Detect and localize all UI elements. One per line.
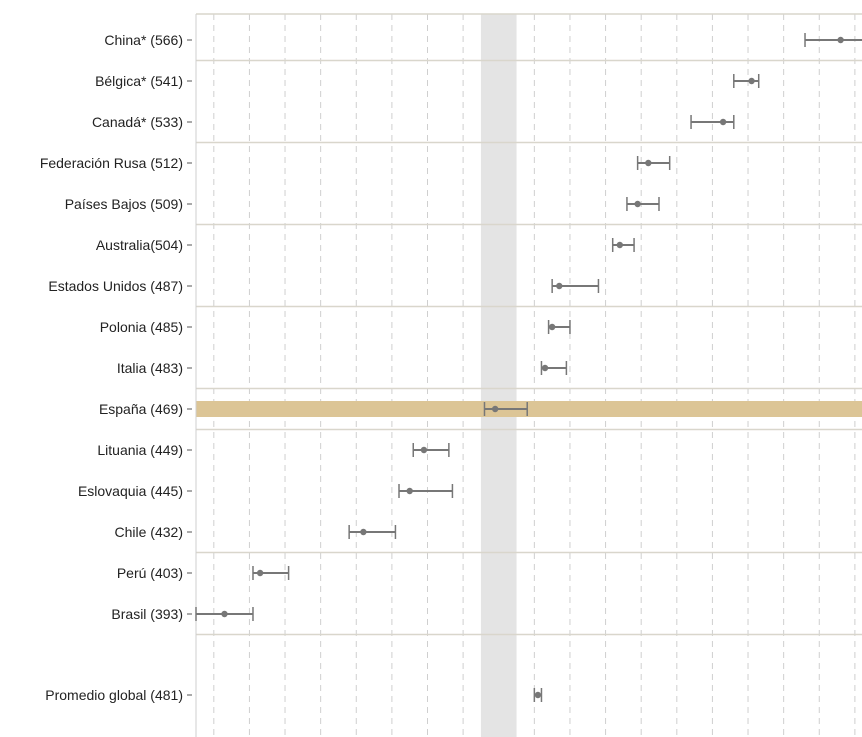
category-label: Perú (403) (117, 565, 183, 581)
category-label: Australia(504) (96, 237, 183, 253)
data-point (645, 159, 652, 167)
data-point (256, 569, 264, 577)
data-point (406, 487, 413, 495)
data-point (837, 36, 844, 44)
plot-area-background (196, 14, 862, 737)
data-point (541, 364, 549, 372)
highlight-bar (196, 401, 862, 417)
data-point (616, 241, 624, 249)
category-label: Federación Rusa (512) (40, 155, 183, 171)
category-label: Italia (483) (117, 360, 183, 376)
data-point (360, 528, 367, 536)
data-point (534, 691, 542, 699)
data-point (491, 405, 499, 413)
category-labels: China* (566) Bélgica* (541) Canadá* (533) F… (40, 32, 192, 703)
reference-band (480, 14, 517, 737)
category-label: Países Bajos (509) (65, 196, 183, 212)
category-label: Canadá* (533) (92, 114, 183, 130)
data-point (748, 77, 755, 85)
data-point (719, 118, 727, 126)
data-marks (195, 33, 862, 702)
category-label: Bélgica* (541) (95, 73, 183, 89)
data-point (634, 200, 641, 208)
data-point (221, 610, 228, 618)
category-label: España (469) (99, 401, 183, 417)
data-point (548, 323, 556, 331)
category-label: Lituania (449) (97, 442, 183, 458)
category-label: Promedio global (481) (45, 687, 183, 703)
category-label: Eslovaquia (445) (78, 483, 183, 499)
data-point (420, 446, 428, 454)
category-label: Brasil (393) (111, 606, 183, 622)
category-label: Chile (432) (115, 524, 183, 540)
group-separators (196, 13, 862, 636)
category-label: China* (566) (104, 32, 183, 48)
data-point (556, 282, 563, 290)
category-label: Estados Unidos (487) (48, 278, 183, 294)
category-label: Polonia (485) (100, 319, 183, 335)
